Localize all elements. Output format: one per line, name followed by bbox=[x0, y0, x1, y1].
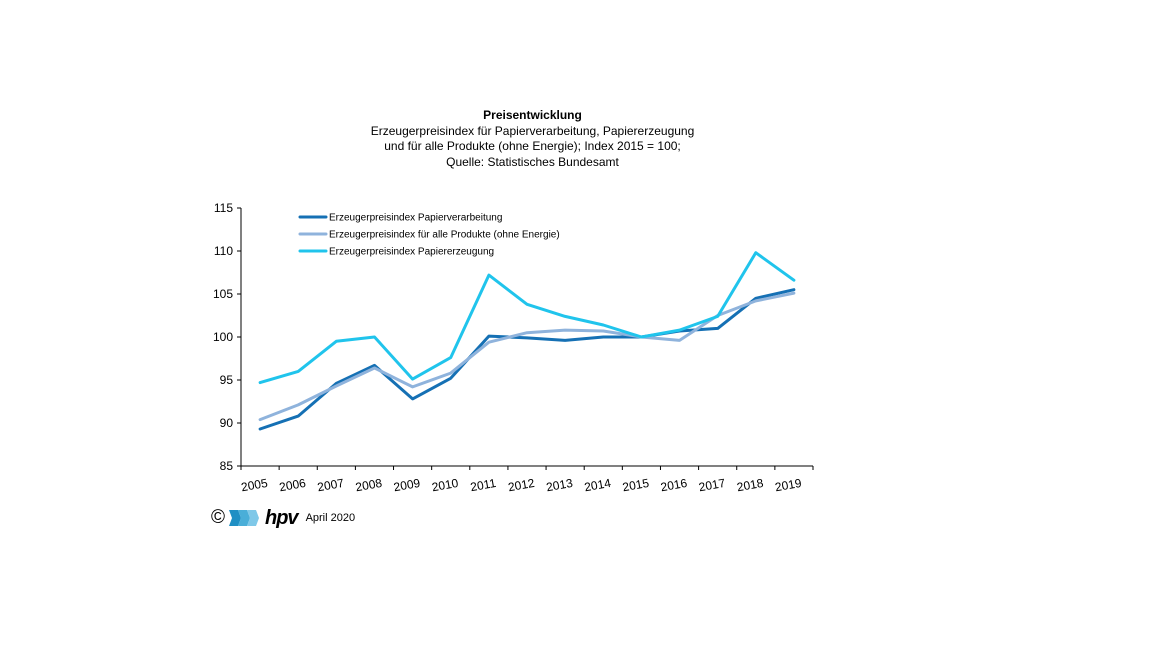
legend-label-2: Erzeugerpreisindex für alle Produkte (oh… bbox=[329, 230, 560, 241]
x-tick-label: 2011 bbox=[469, 476, 497, 494]
series-line-2 bbox=[258, 291, 796, 422]
hpv-logo-text: hpv bbox=[265, 506, 299, 529]
chart-title-block: Preisentwicklung Erzeugerpreisindex für … bbox=[300, 108, 765, 170]
y-tick-label: 115 bbox=[214, 201, 233, 215]
x-tick-label: 2015 bbox=[621, 476, 650, 494]
series-line-1 bbox=[258, 288, 796, 431]
y-tick-label: 85 bbox=[220, 459, 234, 473]
chart-subtitle-line-1: Erzeugerpreisindex für Papierverarbeitun… bbox=[370, 123, 695, 138]
footer: © hpv April 2020 bbox=[211, 506, 355, 530]
y-tick-label: 110 bbox=[214, 244, 233, 258]
x-tick-label: 2005 bbox=[240, 476, 269, 494]
x-tick-label: 2010 bbox=[431, 476, 460, 494]
x-tick-label: 2019 bbox=[774, 476, 803, 494]
x-tick-label: 2014 bbox=[583, 476, 612, 494]
footer-date: April 2020 bbox=[305, 512, 356, 524]
legend-label-3: Erzeugerpreisindex Papiererzeugung bbox=[329, 247, 494, 258]
x-tick-label: 2007 bbox=[316, 476, 345, 494]
y-tick-label: 95 bbox=[220, 373, 234, 387]
chart-title: Preisentwicklung bbox=[483, 108, 582, 122]
copyright-symbol: © bbox=[211, 507, 225, 528]
x-tick-label: 2012 bbox=[507, 476, 536, 494]
x-tick-label: 2008 bbox=[354, 476, 383, 494]
x-tick-label: 2009 bbox=[393, 476, 422, 494]
legend-label-1: Erzeugerpreisindex Papierverarbeitung bbox=[329, 213, 502, 224]
hpv-logo-icon bbox=[229, 510, 259, 526]
chart-subtitle-line-3: Quelle: Statistisches Bundesamt bbox=[446, 154, 619, 169]
x-tick-label: 2017 bbox=[698, 476, 727, 494]
x-tick-label: 2016 bbox=[659, 476, 688, 494]
y-tick-label: 90 bbox=[220, 416, 234, 430]
x-tick-label: 2013 bbox=[545, 476, 574, 494]
y-tick-label: 100 bbox=[213, 330, 233, 344]
x-tick-label: 2006 bbox=[278, 476, 307, 494]
x-tick-label: 2018 bbox=[736, 476, 765, 494]
chart-subtitle-line-2: und für alle Produkte (ohne Energie); In… bbox=[384, 139, 681, 153]
series-line-3 bbox=[258, 251, 796, 385]
y-tick-label: 105 bbox=[213, 287, 233, 301]
